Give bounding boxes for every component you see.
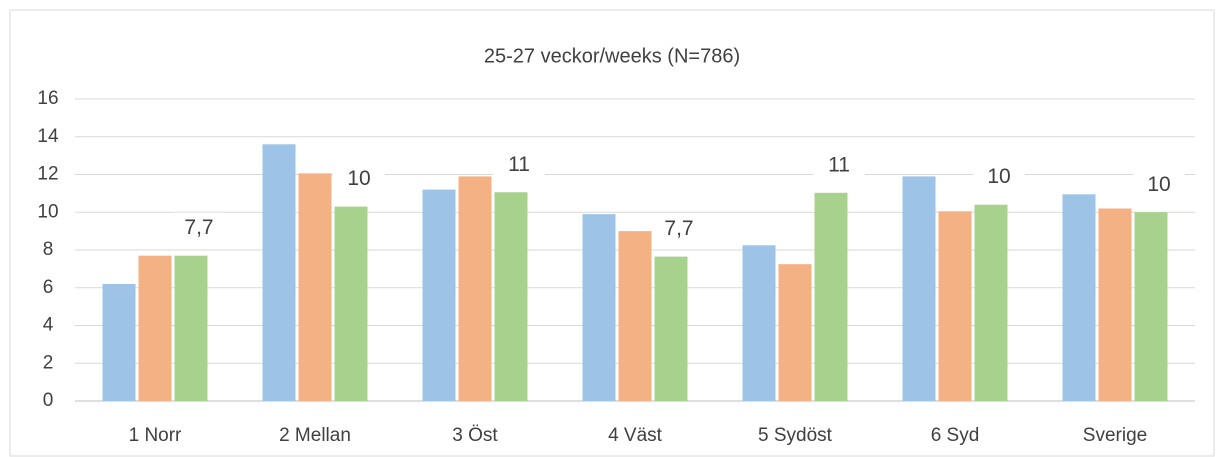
bar — [902, 176, 936, 401]
value-label-bg — [493, 149, 545, 182]
bar — [422, 189, 456, 401]
bar — [938, 211, 972, 401]
x-tick-label: 2 Mellan — [279, 425, 351, 446]
bar — [1062, 194, 1096, 401]
bar — [298, 173, 332, 401]
value-label: 10 — [987, 165, 1010, 188]
bar — [1134, 212, 1168, 401]
y-tick-label: 10 — [37, 201, 58, 222]
x-tick-label: Sverige — [1083, 425, 1147, 446]
bar — [974, 204, 1008, 401]
bar — [102, 283, 136, 401]
y-tick-label: 6 — [43, 277, 54, 298]
value-label: 11 — [508, 153, 530, 176]
value-label-bg — [333, 163, 385, 196]
value-label-bg — [973, 161, 1025, 194]
bar — [174, 255, 208, 401]
bar — [742, 245, 776, 401]
bar — [262, 144, 296, 402]
x-tick-label: 3 Öst — [452, 425, 498, 446]
y-tick-label: 12 — [37, 164, 58, 185]
value-label: 7,7 — [664, 217, 693, 240]
x-tick-label: 6 Syd — [931, 425, 980, 446]
value-label: 10 — [347, 167, 370, 190]
x-tick-label: 5 Sydöst — [758, 425, 833, 446]
x-tick-label: 4 Väst — [608, 425, 663, 446]
y-tick-label: 16 — [37, 88, 58, 109]
bar — [814, 192, 848, 401]
bar — [458, 176, 492, 401]
bar — [778, 264, 812, 401]
value-label-bg — [813, 149, 865, 182]
y-tick-label: 2 — [43, 352, 54, 373]
bar — [1098, 208, 1132, 401]
bar — [654, 256, 688, 401]
bar — [618, 231, 652, 401]
bar — [334, 206, 368, 401]
y-tick-label: 14 — [37, 126, 59, 147]
y-tick-label: 8 — [43, 239, 54, 260]
y-tick-label: 0 — [43, 390, 54, 411]
value-label-bg — [1133, 169, 1185, 202]
bar — [138, 255, 172, 401]
x-tick-label: 1 Norr — [129, 425, 182, 446]
bar — [582, 214, 616, 401]
value-label-bg — [653, 213, 705, 246]
value-label: 7,7 — [184, 216, 213, 239]
value-label: 11 — [828, 153, 850, 176]
chart-title: 25-27 veckor/weeks (N=786) — [484, 45, 740, 67]
value-label: 10 — [1147, 173, 1170, 196]
value-label-bg — [173, 212, 225, 245]
bar — [494, 192, 528, 401]
y-tick-label: 4 — [43, 315, 54, 336]
